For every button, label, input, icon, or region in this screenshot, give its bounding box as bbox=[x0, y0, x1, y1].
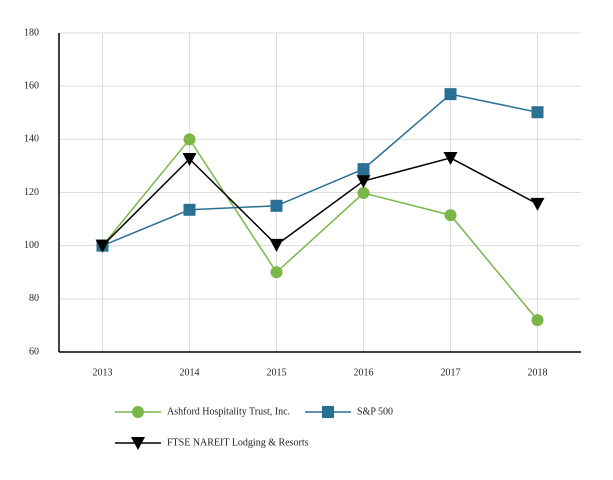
y-tick-label: 160 bbox=[24, 80, 39, 91]
legend-label: FTSE NAREIT Lodging & Resorts bbox=[167, 437, 309, 448]
series-line bbox=[102, 93, 538, 247]
y-tick-label: 80 bbox=[29, 293, 39, 304]
marker bbox=[444, 209, 457, 222]
marker bbox=[357, 163, 370, 176]
marker bbox=[444, 88, 457, 101]
marker bbox=[530, 197, 545, 211]
y-tick-label: 120 bbox=[24, 187, 39, 198]
y-tick-label: 140 bbox=[24, 134, 39, 145]
x-tick-label: 2015 bbox=[267, 367, 287, 378]
legend-label: S&P 500 bbox=[357, 406, 393, 417]
x-tick-label: 2018 bbox=[528, 367, 548, 378]
marker bbox=[131, 437, 145, 450]
marker bbox=[270, 266, 283, 279]
x-tick-label: 2014 bbox=[180, 367, 200, 378]
marker bbox=[270, 199, 283, 212]
marker bbox=[183, 203, 196, 216]
x-tick-label: 2017 bbox=[441, 367, 461, 378]
legend-label: Ashford Hospitality Trust, Inc. bbox=[167, 406, 290, 417]
marker bbox=[531, 106, 544, 119]
marker bbox=[443, 151, 458, 165]
marker bbox=[356, 175, 371, 189]
marker bbox=[182, 153, 197, 167]
marker bbox=[531, 314, 544, 327]
series-line bbox=[101, 157, 538, 247]
series-line bbox=[101, 138, 539, 321]
marker bbox=[95, 239, 110, 253]
marker bbox=[269, 238, 284, 252]
marker bbox=[183, 133, 196, 146]
marker bbox=[322, 406, 334, 418]
x-tick-label: 2016 bbox=[354, 367, 374, 378]
y-tick-label: 60 bbox=[29, 346, 39, 357]
marker bbox=[357, 187, 370, 200]
marker bbox=[132, 406, 144, 418]
y-tick-label: 180 bbox=[24, 27, 39, 38]
x-tick-label: 2013 bbox=[93, 367, 113, 378]
y-tick-label: 100 bbox=[24, 240, 39, 251]
